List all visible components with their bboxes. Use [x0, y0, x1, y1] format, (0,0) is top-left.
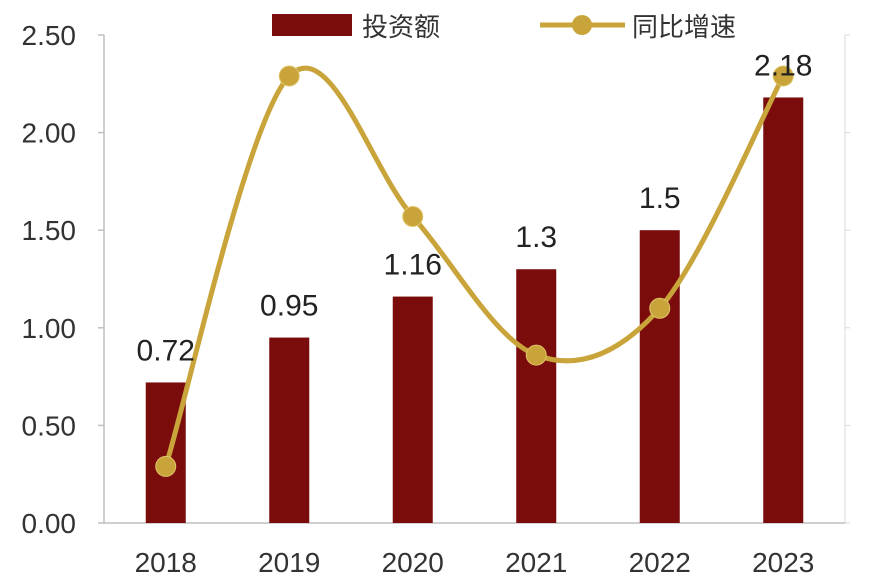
legend-line-marker	[572, 15, 592, 35]
legend: 投资额 同比增速	[272, 13, 736, 43]
y-tick-label: 1.50	[22, 215, 77, 246]
x-axis: 2018 2019 2020 2021 2022 2023	[104, 522, 845, 578]
y-tick-label: 2.00	[22, 118, 77, 149]
x-tick-label: 2020	[382, 547, 444, 578]
bar	[392, 296, 433, 523]
x-tick-label: 2023	[752, 547, 814, 578]
legend-bar-label: 投资额	[362, 13, 440, 43]
bar	[639, 230, 680, 523]
bar-value-label: 1.16	[384, 249, 442, 282]
bar	[145, 382, 186, 523]
legend-line-label: 同比增速	[632, 13, 736, 43]
y-axis: 0.00 0.50 1.00 1.50 2.00 2.50	[22, 20, 850, 539]
y-tick-label: 0.00	[22, 508, 77, 539]
line-point	[525, 344, 547, 366]
y-tick-label: 1.00	[22, 313, 77, 344]
x-tick-label: 2018	[135, 547, 197, 578]
y-tick-label: 2.50	[22, 20, 77, 51]
growth-line	[163, 65, 786, 469]
bar-value-label: 2.18	[754, 49, 812, 82]
line-point	[772, 65, 794, 87]
line-series	[155, 65, 794, 477]
x-tick-label: 2019	[258, 547, 320, 578]
bar-value-label: 0.72	[137, 334, 195, 367]
x-tick-label: 2022	[629, 547, 691, 578]
line-point	[278, 65, 300, 87]
bar-value-label: 1.5	[639, 182, 681, 215]
x-tick-label: 2021	[505, 547, 567, 578]
line-point	[649, 297, 671, 319]
legend-bar-swatch	[272, 14, 352, 36]
line-point	[155, 455, 177, 477]
line-point	[402, 206, 424, 228]
bar	[763, 97, 804, 524]
bar	[269, 337, 310, 523]
y-tick-label: 0.50	[22, 410, 77, 441]
bar-value-label: 0.95	[260, 290, 318, 323]
bar	[516, 269, 557, 523]
data-labels: 0.72 0.95 1.16 1.3 1.5 2.18	[137, 49, 813, 367]
bar-series	[145, 97, 804, 524]
bar-value-label: 1.3	[515, 221, 557, 254]
